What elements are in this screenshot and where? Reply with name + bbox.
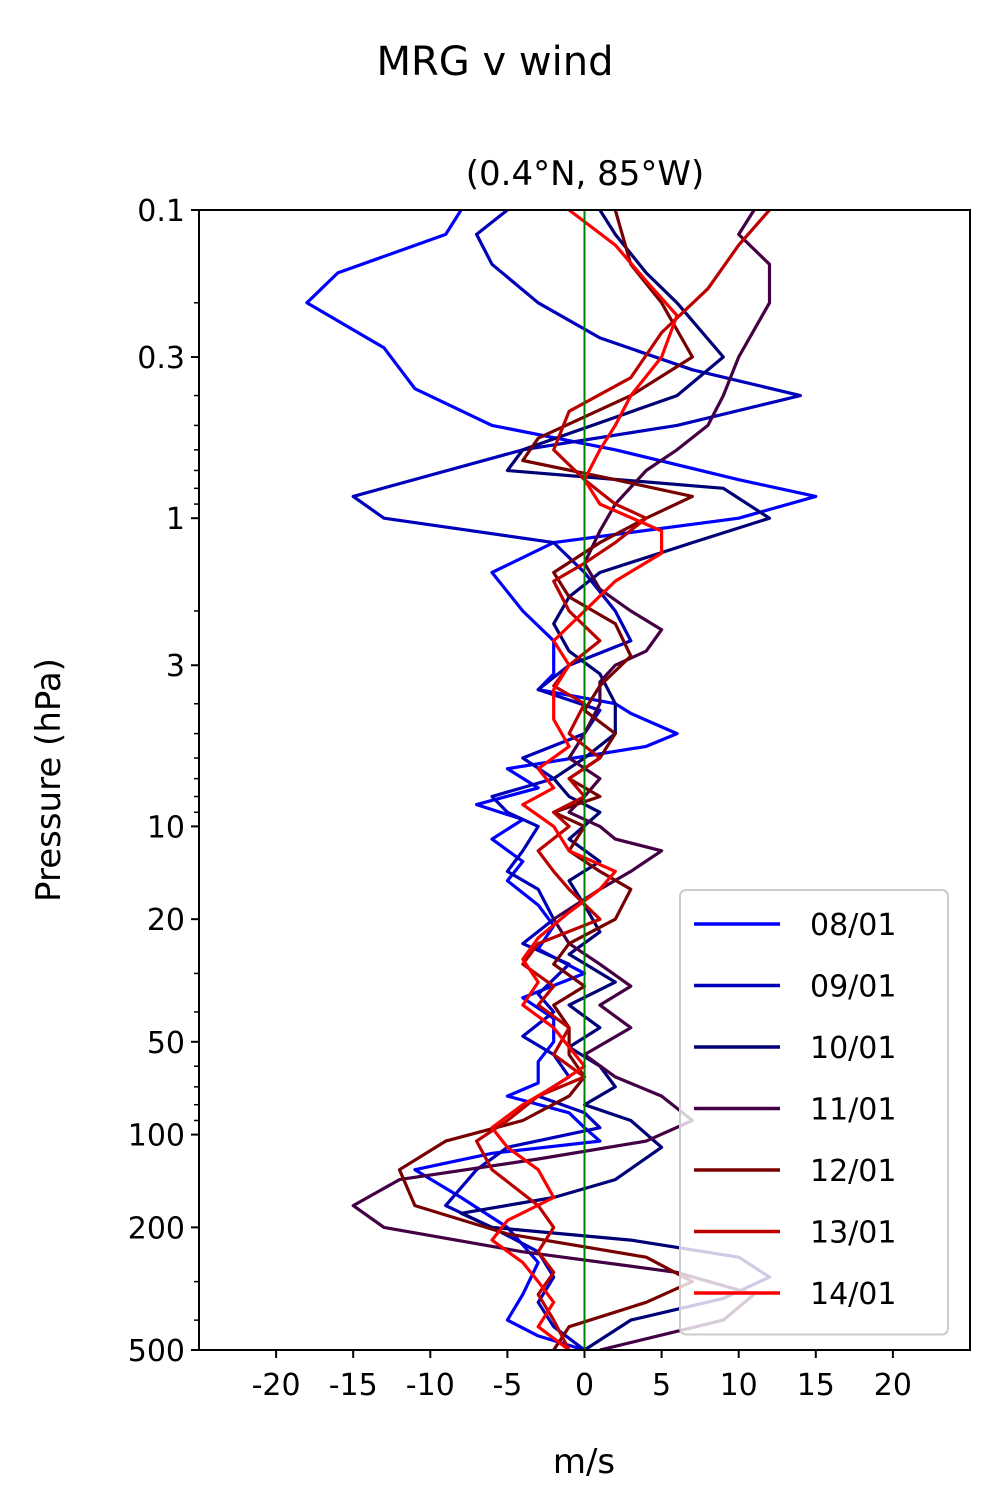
x-tick-label: -20: [252, 1368, 301, 1403]
legend-label: 13/01: [810, 1216, 896, 1251]
series-line-08-01: [305, 210, 818, 1350]
series-line-14-01: [490, 210, 679, 1350]
y-tick-label: 20: [147, 903, 185, 938]
series-line-11-01: [351, 210, 772, 1350]
x-tick-label: -15: [329, 1368, 378, 1403]
x-tick-label: 5: [652, 1368, 671, 1403]
y-axis: 0.1 0.3 1 3 10 20 50 100 200 500: [128, 194, 199, 1369]
y-tick-label: 0.3: [137, 341, 185, 376]
legend-label: 14/01: [810, 1277, 896, 1312]
y-tick-label: 10: [147, 810, 185, 845]
y-tick-label: 1: [166, 502, 185, 537]
y-tick-label: 3: [166, 649, 185, 684]
y-tick-label: 0.1: [137, 194, 185, 229]
series-layer: [305, 210, 818, 1350]
series-line-10-01: [459, 210, 772, 1350]
legend-label: 12/01: [810, 1154, 896, 1189]
y-tick-label: 500: [128, 1334, 185, 1369]
x-tick-label: -5: [492, 1368, 522, 1403]
x-tick-label: 15: [797, 1368, 835, 1403]
series-line-09-01: [351, 210, 803, 1350]
chart-title: MRG v wind: [377, 39, 614, 85]
x-tick-label: 10: [720, 1368, 758, 1403]
legend: 08/01 09/01 10/01 11/01 12/01 13/01 14/01: [679, 889, 949, 1336]
x-axis-label: m/s: [553, 1442, 615, 1482]
x-tick-label: -10: [406, 1368, 455, 1403]
chart-subtitle: (0.4°N, 85°W): [466, 154, 705, 194]
y-axis-label: Pressure (hPa): [29, 658, 69, 902]
y-tick-label: 200: [128, 1211, 185, 1246]
y-tick-label: 100: [128, 1119, 185, 1154]
x-axis: -20 -15 -10 -5 0 5 10 15 20: [252, 1350, 912, 1403]
series-line-13-01: [475, 210, 771, 1350]
legend-label: 08/01: [810, 908, 896, 943]
x-tick-label: 0: [575, 1368, 594, 1403]
legend-label: 11/01: [810, 1093, 896, 1128]
legend-label: 09/01: [810, 970, 896, 1005]
x-tick-label: 20: [874, 1368, 912, 1403]
y-tick-label: 50: [147, 1026, 185, 1061]
legend-box: [679, 889, 949, 1336]
legend-label: 10/01: [810, 1031, 896, 1066]
